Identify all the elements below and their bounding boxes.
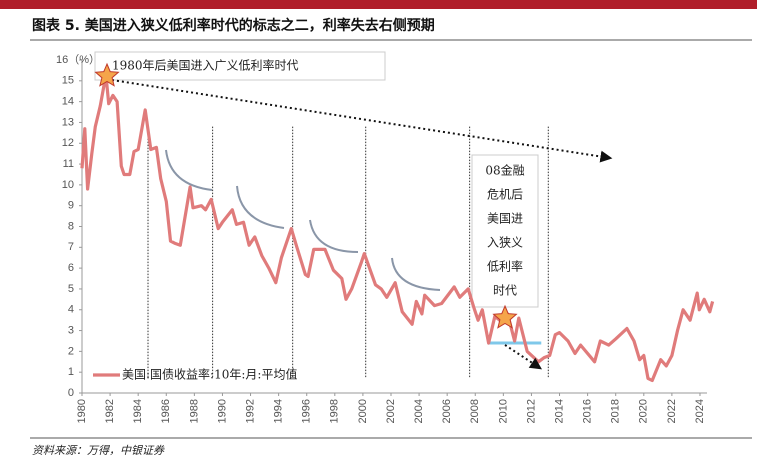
y-tick-label: 5	[68, 283, 74, 295]
x-tick-label: 2004	[413, 399, 425, 423]
annotation: 低利率	[487, 259, 523, 274]
x-tick-label: 1990	[216, 399, 228, 423]
legend-label: 美国:国债收益率:10年:月:平均值	[122, 367, 297, 382]
x-tick-label: 2016	[582, 399, 594, 423]
x-tick-label: 2024	[694, 399, 706, 423]
annotation: 08金融	[485, 163, 524, 178]
x-tick-label: 1982	[104, 399, 116, 423]
annotation-box	[94, 51, 386, 81]
star	[492, 304, 518, 329]
annotation: 美国进	[487, 212, 523, 226]
y-tick-label: 2	[68, 345, 74, 357]
y-tick-label: 1	[68, 366, 74, 378]
trend-arrow	[111, 79, 613, 163]
chart-title: 图表 5. 美国进入狭义低利率时代的标志之二，利率失去右侧预期	[32, 17, 435, 34]
y-tick-label: 6	[68, 262, 74, 274]
x-tick-label: 1988	[188, 399, 200, 423]
x-tick-label: 1998	[329, 399, 341, 423]
x-tick-label: 2014	[553, 399, 565, 423]
y-tick-label: 8	[68, 220, 74, 232]
source: 资料来源：万得，中银证券	[32, 444, 165, 457]
x-tick-label: 1980	[76, 399, 88, 423]
trend-arrow	[504, 344, 543, 370]
x-tick-label: 1984	[132, 399, 144, 423]
curved-arrow	[236, 185, 285, 229]
y-tick-label: 3	[68, 324, 74, 336]
star	[94, 62, 120, 87]
x-tick-label: 2006	[441, 399, 453, 423]
y-tick-label: 13	[62, 116, 74, 128]
x-tick-label: 2022	[666, 399, 678, 423]
y-tick-label: 12	[62, 137, 74, 149]
annotation: 入狭义	[487, 236, 523, 250]
x-tick-label: 2000	[357, 399, 369, 423]
y-tick-label: 10	[62, 179, 74, 191]
curved-arrow	[309, 219, 359, 253]
y-tick-label: 4	[68, 304, 74, 316]
curved-arrow	[391, 257, 441, 291]
data-line	[80, 73, 715, 383]
annotation: 危机后	[487, 188, 523, 202]
y-tick-label: 14	[62, 96, 74, 108]
x-tick-label: 2012	[525, 399, 537, 423]
x-tick-label: 2002	[385, 399, 397, 423]
x-tick-label: 1994	[273, 399, 285, 423]
curved-arrows	[165, 149, 441, 291]
curved-arrow	[165, 149, 213, 191]
x-tick-label: 2008	[469, 399, 481, 423]
y-tick-label: 0	[68, 387, 74, 399]
y-tick-label: 9	[68, 200, 74, 212]
annotation: 1980年后美国进入广义低利率时代	[112, 58, 299, 73]
x-tick-label: 2018	[610, 399, 622, 423]
annotation-box	[471, 154, 539, 308]
y-tick-label: 15	[62, 75, 74, 87]
top-bar	[0, 0, 757, 9]
x-tick-label: 1986	[160, 399, 172, 423]
x-tick-label: 2010	[497, 399, 509, 423]
y-tick-label: 16（%）	[56, 53, 100, 66]
y-tick-label: 7	[68, 241, 74, 253]
x-tick-label: 2020	[638, 399, 650, 423]
x-tick-label: 1996	[301, 399, 313, 423]
x-tick-label: 1992	[244, 399, 256, 423]
annotation: 时代	[493, 284, 517, 298]
y-tick-label: 11	[63, 158, 74, 170]
